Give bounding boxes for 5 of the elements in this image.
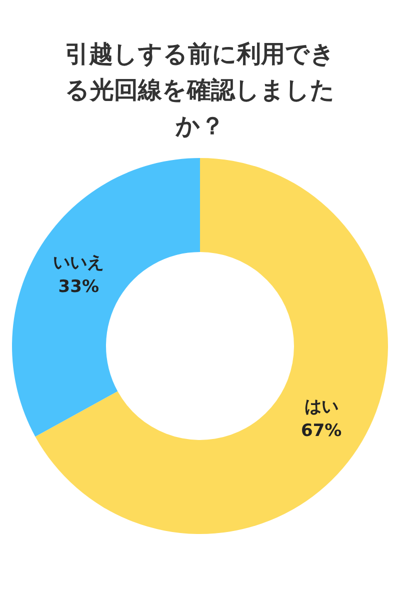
slice-label: いいえ xyxy=(53,253,104,274)
chart-title: 引越しする前に利用できる光回線を確認しましたか？ xyxy=(64,39,336,142)
data-label: 67% xyxy=(301,420,342,441)
slice-label: はい xyxy=(304,396,338,417)
data-label: 33% xyxy=(58,277,99,298)
